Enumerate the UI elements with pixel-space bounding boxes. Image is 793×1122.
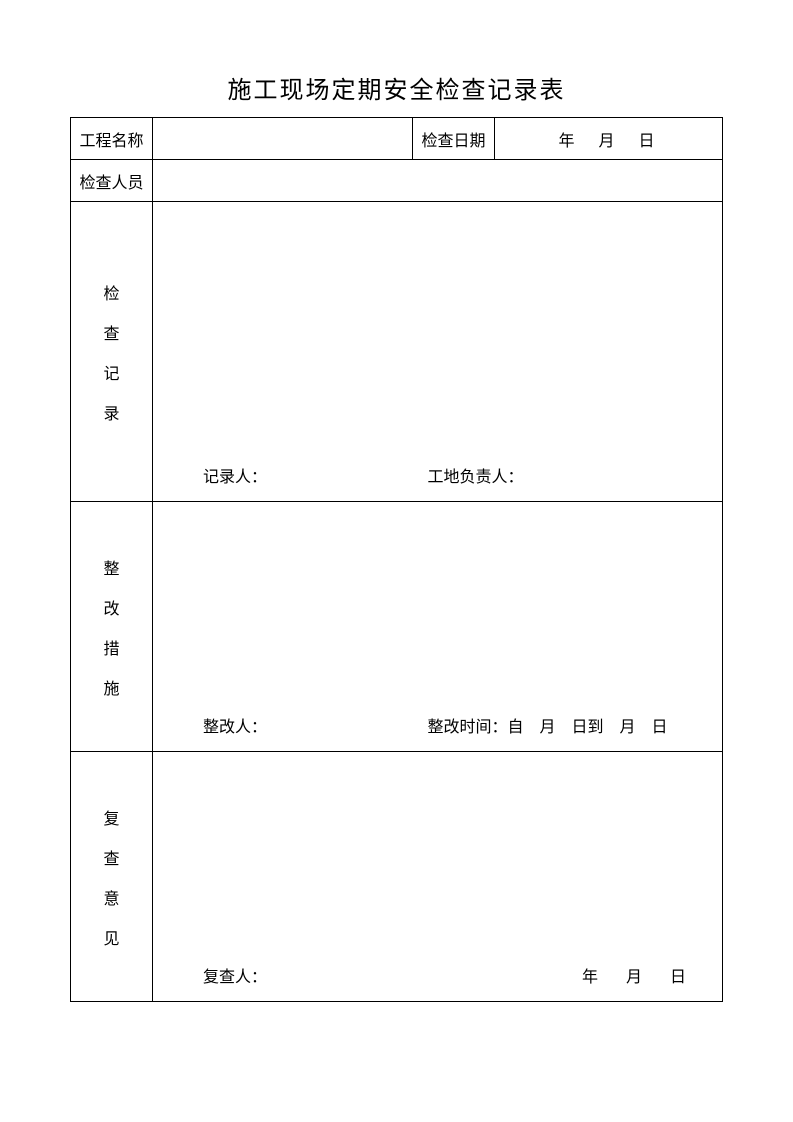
correction-measures-row: 整 改 措 施 整改人： 整改时间：自 月 日到 月 日 <box>71 502 723 752</box>
inspectors-value[interactable] <box>153 160 723 202</box>
vchar: 记 <box>103 360 119 384</box>
review-opinion-content[interactable]: 复查人： 年 月 日 <box>153 752 723 1002</box>
vchar: 检 <box>103 280 119 304</box>
inspection-date-value[interactable]: 年 月 日 <box>495 118 723 160</box>
project-name-label: 工程名称 <box>71 118 153 160</box>
vchar: 施 <box>103 675 119 699</box>
correction-time-label: 整改时间：自 月 日到 月 日 <box>428 713 702 737</box>
inspection-record-content[interactable]: 记录人： 工地负责人： <box>153 202 723 502</box>
inspection-date-label: 检查日期 <box>413 118 495 160</box>
recorder-label: 记录人： <box>203 463 428 487</box>
review-date-label: 年 月 日 <box>428 963 702 987</box>
header-row-1: 工程名称 检查日期 年 月 日 <box>71 118 723 160</box>
vchar: 改 <box>103 595 119 619</box>
correction-measures-label: 整 改 措 施 <box>71 502 153 752</box>
inspection-record-label: 检 查 记 录 <box>71 202 153 502</box>
vchar: 复 <box>103 805 119 829</box>
vchar: 措 <box>103 635 119 659</box>
reviewer-label: 复查人： <box>203 963 428 987</box>
document-title: 施工现场定期安全检查记录表 <box>70 70 723 105</box>
vchar: 查 <box>103 845 119 869</box>
inspectors-label: 检查人员 <box>71 160 153 202</box>
site-manager-label: 工地负责人： <box>428 463 702 487</box>
correction-measures-content[interactable]: 整改人： 整改时间：自 月 日到 月 日 <box>153 502 723 752</box>
vchar: 查 <box>103 320 119 344</box>
vchar: 见 <box>103 925 119 949</box>
header-row-2: 检查人员 <box>71 160 723 202</box>
corrector-label: 整改人： <box>203 713 428 737</box>
vchar: 整 <box>103 555 119 579</box>
inspection-record-row: 检 查 记 录 记录人： 工地负责人： <box>71 202 723 502</box>
vchar: 录 <box>103 400 119 424</box>
project-name-value[interactable] <box>153 118 413 160</box>
review-opinion-row: 复 查 意 见 复查人： 年 月 日 <box>71 752 723 1002</box>
inspection-form-table: 工程名称 检查日期 年 月 日 检查人员 检 查 记 录 记录人： 工地负责人： <box>70 117 723 1002</box>
review-opinion-label: 复 查 意 见 <box>71 752 153 1002</box>
vchar: 意 <box>103 885 119 909</box>
